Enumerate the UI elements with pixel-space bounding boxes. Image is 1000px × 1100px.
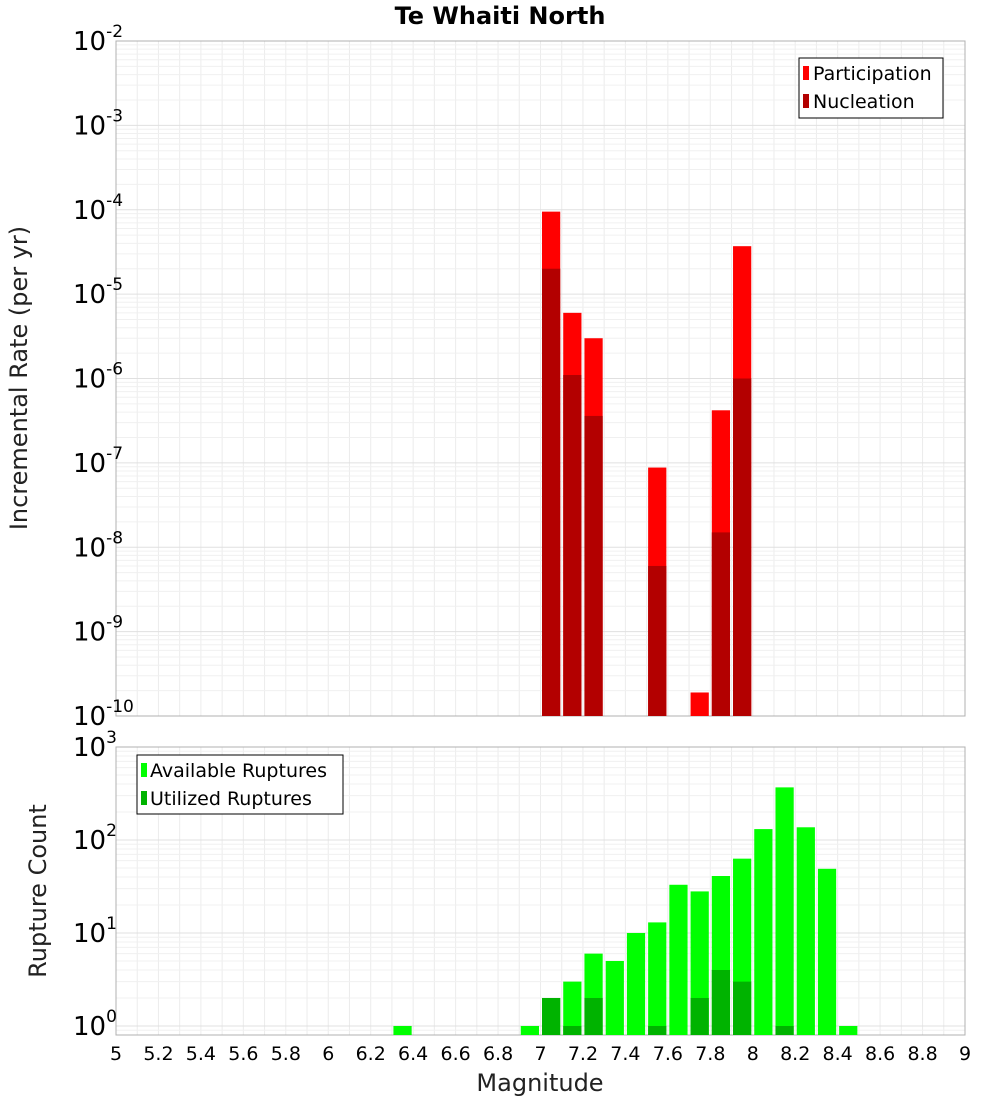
utilized-legend-swatch	[141, 791, 147, 805]
utilized-bar	[648, 1025, 667, 1035]
utilized-bar	[584, 997, 603, 1035]
count-y-tick-label: 100	[73, 1007, 117, 1042]
x-tick-label: 6.6	[440, 1043, 470, 1065]
nucleation-bar	[584, 415, 603, 716]
nucleation-legend-label: Nucleation	[813, 91, 915, 113]
participation-bar	[690, 692, 709, 716]
rate-y-ticks: 10-10 10-9 10-8 10-7 10-6 10-5 10-4 10-3 10-2	[73, 22, 134, 732]
x-tick-label: 7	[534, 1043, 546, 1065]
x-tick-label: 8.4	[823, 1043, 853, 1065]
x-axis-label: Magnitude	[476, 1069, 603, 1097]
utilized-bar	[563, 1025, 582, 1035]
available-bar	[669, 884, 688, 1035]
rate-panel: 10-10 10-9 10-8 10-7 10-6 10-5 10-4 10-3 10-2 In…	[5, 22, 966, 732]
rate-grid	[115, 40, 966, 717]
rate-plot-frame	[115, 40, 966, 717]
participation-legend-swatch	[803, 66, 809, 80]
count-y-tick-label: 102	[73, 821, 117, 856]
count-y-axis-label: Rupture Count	[24, 804, 52, 978]
rate-y-tick-label: 10-6	[73, 360, 123, 395]
available-bar	[775, 787, 794, 1035]
x-tick-label: 7.8	[695, 1043, 725, 1065]
available-bar	[393, 1025, 412, 1035]
count-y-tick-label: 103	[73, 728, 117, 763]
utilized-bar	[542, 997, 561, 1035]
count-legend-box	[136, 754, 344, 815]
nucleation-bar	[542, 268, 561, 716]
x-tick-label: 5	[110, 1043, 122, 1065]
rate-legend-box	[798, 57, 944, 119]
rate-y-tick-label: 10-7	[73, 444, 123, 479]
available-bar	[839, 1025, 858, 1035]
x-tick-label: 5.2	[143, 1043, 173, 1065]
x-tick-label: 8.6	[865, 1043, 895, 1065]
nucleation-bar	[648, 565, 667, 716]
count-plot-frame	[115, 746, 966, 1036]
available-bar	[754, 829, 773, 1035]
utilized-bar	[690, 997, 709, 1035]
utilized-bar	[733, 981, 752, 1035]
x-tick-label: 8.8	[907, 1043, 937, 1065]
participation-legend-label: Participation	[813, 63, 932, 85]
available-bar	[817, 868, 837, 1035]
x-tick-label: 5.8	[271, 1043, 301, 1065]
utilized-bar	[775, 1025, 794, 1035]
available-legend-swatch	[141, 763, 147, 777]
x-tick-label: 7.4	[610, 1043, 640, 1065]
count-y-tick-label: 101	[73, 914, 117, 949]
available-bar	[626, 932, 646, 1035]
available-legend-label: Available Ruptures	[150, 760, 327, 782]
nucleation-bar	[733, 378, 752, 716]
rate-y-tick-label: 10-4	[73, 191, 123, 226]
nucleation-bar	[711, 532, 731, 716]
rate-y-tick-label: 10-8	[73, 528, 123, 563]
available-bar	[605, 960, 624, 1035]
utilized-bar	[711, 969, 731, 1035]
x-tick-label: 6	[322, 1043, 334, 1065]
x-tick-label: 6.2	[356, 1043, 386, 1065]
available-bar	[796, 827, 815, 1035]
rate-y-tick-label: 10-5	[73, 275, 123, 310]
x-tick-label: 5.4	[186, 1043, 216, 1065]
available-bar	[648, 922, 667, 1035]
available-bar	[520, 1025, 539, 1035]
chart-title: Te Whaiti North	[395, 2, 606, 30]
rate-y-tick-label: 10-10	[73, 697, 134, 732]
x-tick-label: 7.2	[568, 1043, 598, 1065]
count-bars	[393, 787, 858, 1035]
x-tick-label: 6.4	[398, 1043, 428, 1065]
utilized-legend-label: Utilized Ruptures	[150, 788, 312, 810]
rate-bars	[542, 211, 752, 716]
count-legend: Available Ruptures Utilized Ruptures	[136, 754, 344, 815]
count-y-ticks: 100 101 102 103	[73, 728, 117, 1042]
count-panel: 100 101 102 103 5 5.2 5.4 5.6 5.8 6 6.2 6.4 6.6 6.8 7…	[24, 728, 971, 1097]
rate-y-tick-label: 10-2	[73, 22, 123, 57]
rate-legend: Participation Nucleation	[798, 57, 944, 119]
x-ticks: 5 5.2 5.4 5.6 5.8 6 6.2 6.4 6.6 6.8 7 7.2 7.4 7.6 7.8 8…	[110, 1043, 971, 1065]
x-tick-label: 6.8	[483, 1043, 513, 1065]
rate-y-tick-label: 10-9	[73, 613, 123, 648]
x-tick-label: 8	[747, 1043, 759, 1065]
x-tick-label: 9	[959, 1043, 971, 1065]
rate-y-tick-label: 10-3	[73, 106, 123, 141]
x-tick-label: 8.2	[780, 1043, 810, 1065]
nucleation-legend-swatch	[803, 94, 809, 108]
available-bar	[563, 981, 582, 1035]
x-tick-label: 5.6	[228, 1043, 258, 1065]
x-tick-label: 7.6	[653, 1043, 683, 1065]
nucleation-bar	[563, 375, 582, 716]
rate-y-axis-label: Incremental Rate (per yr)	[5, 226, 33, 530]
